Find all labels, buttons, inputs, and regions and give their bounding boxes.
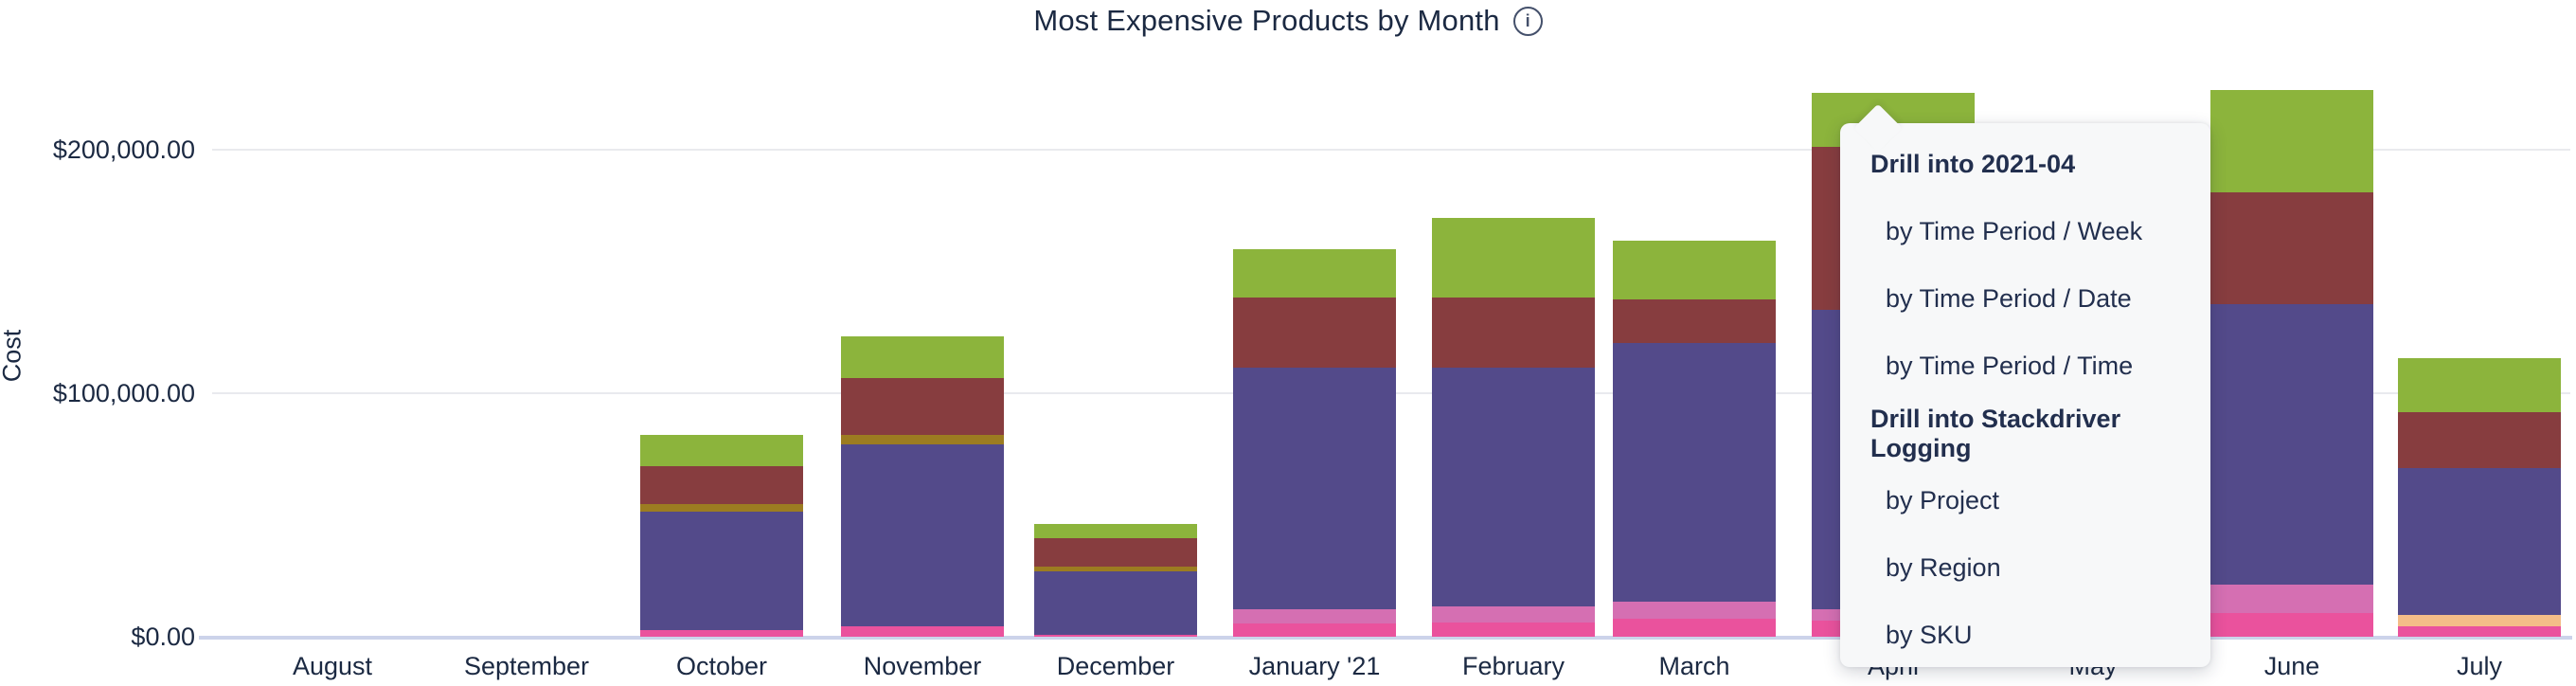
bar-segment[interactable]: [1034, 634, 1197, 637]
menu-item-by-sku[interactable]: by SKU: [1886, 621, 1973, 649]
bar-segment[interactable]: [1613, 343, 1776, 602]
bar-segment[interactable]: [2398, 467, 2561, 615]
bar-segment[interactable]: [1613, 618, 1776, 637]
bar-segment[interactable]: [640, 504, 803, 513]
bar-segment[interactable]: [2398, 357, 2561, 412]
bar-march[interactable]: [1613, 0, 1776, 637]
bar-segment[interactable]: [841, 336, 1004, 379]
menu-section-header-1: Drill into Stackdriver Logging: [1870, 404, 2121, 462]
bar-segment[interactable]: [1034, 570, 1197, 635]
x-label-july: July: [2456, 652, 2502, 680]
bar-june[interactable]: [2210, 0, 2373, 637]
y-tick-200k: $200,000.00: [52, 135, 195, 164]
x-axis-baseline: [199, 636, 2572, 640]
x-label-january-21: January '21: [1248, 652, 1381, 680]
bar-segment[interactable]: [2210, 585, 2373, 614]
y-tick-100k: $100,000.00: [52, 379, 195, 407]
x-label-february: February: [1461, 652, 1565, 680]
bar-segment[interactable]: [1034, 566, 1197, 571]
x-label-march: March: [1658, 652, 1730, 680]
bar-segment[interactable]: [841, 378, 1004, 435]
drill-down-menu: Drill into 2021-04 by Time Period / Week b…: [1840, 103, 2210, 667]
bar-segment[interactable]: [2398, 614, 2561, 626]
bar-segment[interactable]: [2210, 90, 2373, 192]
menu-item-by-project[interactable]: by Project: [1886, 486, 2000, 514]
x-label-september: September: [463, 652, 590, 680]
bar-october[interactable]: [640, 0, 803, 637]
bar-segment[interactable]: [640, 630, 803, 637]
bar-segment[interactable]: [2210, 303, 2373, 585]
bar-segment[interactable]: [1034, 524, 1197, 538]
bar-segment[interactable]: [640, 512, 803, 631]
menu-item-by-time-period-time[interactable]: by Time Period / Time: [1886, 352, 2134, 380]
bar-segment[interactable]: [1233, 298, 1396, 369]
x-label-december: December: [1056, 652, 1175, 680]
info-icon[interactable]: i: [1512, 6, 1543, 36]
bar-segment[interactable]: [2398, 625, 2561, 637]
bar-segment[interactable]: [2210, 613, 2373, 637]
menu-item-by-time-period-week[interactable]: by Time Period / Week: [1886, 217, 2143, 245]
y-tick-0: $0.00: [131, 623, 195, 651]
bar-segment[interactable]: [1432, 217, 1595, 298]
bar-segment[interactable]: [1233, 623, 1396, 637]
chart-title: Most Expensive Products by Month: [1033, 4, 1500, 37]
bar-segment[interactable]: [1432, 606, 1595, 623]
bar-segment[interactable]: [640, 435, 803, 467]
bar-segment[interactable]: [1233, 368, 1396, 610]
bar-january-21[interactable]: [1233, 0, 1396, 637]
chart-header: Most Expensive Products by Month i: [0, 2, 2576, 40]
bar-december[interactable]: [1034, 0, 1197, 637]
bar-segment[interactable]: [1613, 299, 1776, 344]
bar-november[interactable]: [841, 0, 1004, 637]
menu-item-by-region[interactable]: by Region: [1886, 553, 2001, 582]
gridline-200k: [212, 149, 2570, 151]
bar-segment[interactable]: [1613, 241, 1776, 300]
menu-item-by-time-period-date[interactable]: by Time Period / Date: [1886, 284, 2132, 313]
bar-segment[interactable]: [2398, 411, 2561, 468]
bar-segment[interactable]: [1432, 297, 1595, 368]
x-label-june: June: [2263, 652, 2320, 680]
bar-segment[interactable]: [841, 625, 1004, 637]
bar-segment[interactable]: [1233, 609, 1396, 624]
bar-segment[interactable]: [841, 434, 1004, 444]
bar-segment[interactable]: [1613, 601, 1776, 619]
bar-february[interactable]: [1432, 0, 1595, 637]
bar-segment[interactable]: [1034, 537, 1197, 567]
x-label-november: November: [863, 652, 982, 680]
bar-segment[interactable]: [640, 466, 803, 505]
bar-july[interactable]: [2398, 0, 2561, 637]
bar-segment[interactable]: [1432, 368, 1595, 607]
x-label-october: October: [675, 652, 768, 680]
bar-segment[interactable]: [2210, 191, 2373, 304]
bar-segment[interactable]: [1233, 249, 1396, 298]
menu-section-header-0: Drill into 2021-04: [1870, 150, 2076, 178]
bar-segment[interactable]: [841, 443, 1004, 626]
bar-segment[interactable]: [1432, 623, 1595, 637]
x-label-august: August: [292, 652, 373, 680]
